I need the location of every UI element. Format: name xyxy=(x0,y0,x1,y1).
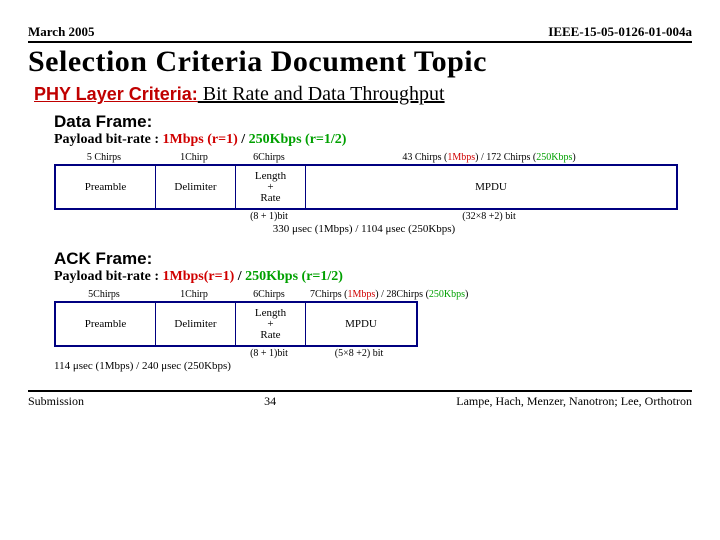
footer-page: 34 xyxy=(264,394,276,409)
data-box-delimiter: Delimiter xyxy=(156,166,236,208)
phy-label: PHY Layer Criteria: xyxy=(34,84,198,104)
data-box-length-rate: Length + Rate xyxy=(236,166,306,208)
ack-box-preamble: Preamble xyxy=(56,303,156,345)
phy-criteria-line: PHY Layer Criteria: Bit Rate and Data Th… xyxy=(34,83,692,106)
header-date: March 2005 xyxy=(28,24,95,40)
page-title: Selection Criteria Document Topic xyxy=(28,45,692,79)
data-frame-diagram: 5 Chirps 1Chirp 6Chirps 43 Chirps (1Mbps… xyxy=(54,152,692,235)
data-rate-line: Payload bit-rate : 1Mbps (r=1) / 250Kbps… xyxy=(54,132,692,148)
data-box-mpdu: MPDU xyxy=(306,166,676,208)
ack-rate-line: Payload bit-rate : 1Mbps(r=1) / 250Kbps … xyxy=(54,269,692,285)
ack-box-delimiter: Delimiter xyxy=(156,303,236,345)
footer-left: Submission xyxy=(28,394,84,409)
phy-text: Bit Rate and Data Throughput xyxy=(198,83,445,105)
data-timing: 330 μsec (1Mbps) / 1104 μsec (250Kbps) xyxy=(54,223,674,235)
data-frame-heading: Data Frame: xyxy=(54,112,692,132)
ack-box-mpdu: MPDU xyxy=(306,303,416,345)
data-box-preamble: Preamble xyxy=(56,166,156,208)
ack-frame-diagram: 5Chirps 1Chirp 6Chirps 7Chirps (1Mbps) /… xyxy=(54,289,692,372)
ack-timing: 114 μsec (1Mbps) / 240 μsec (250Kbps) xyxy=(54,360,414,372)
footer-right: Lampe, Hach, Menzer, Nanotron; Lee, Orth… xyxy=(456,394,692,409)
ack-frame-heading: ACK Frame: xyxy=(54,249,692,269)
header-docid: IEEE-15-05-0126-01-004a xyxy=(548,24,692,40)
ack-box-length-rate: Length + Rate xyxy=(236,303,306,345)
